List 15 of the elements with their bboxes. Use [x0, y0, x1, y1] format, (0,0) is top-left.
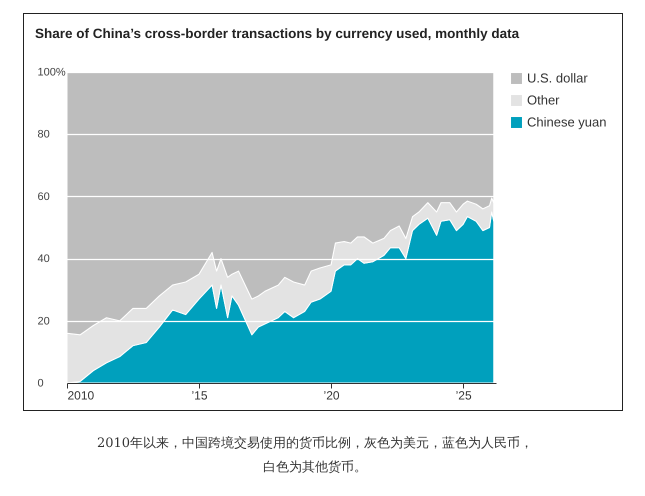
y-tick-label: 80: [38, 128, 50, 141]
y-tick-label: 60: [38, 190, 50, 203]
text: U.S. dollar: [527, 70, 588, 86]
x-tick-label: ’15: [192, 388, 208, 402]
x-tick-label: 2010: [68, 388, 95, 402]
y-tick-label: 0: [38, 378, 44, 390]
x-tick-label: ’20: [324, 388, 340, 402]
legend-label: Chinese yuan: [527, 114, 606, 130]
chart-title: Share of China’s cross-border transactions by currency used, monthly data: [35, 26, 520, 41]
legend-label: Other: [527, 92, 560, 108]
text: 2010年以来，中国跨境交易使用的货币比例，灰色为美元，蓝色为人民币，白色为其他货币。: [96, 435, 534, 477]
y-tick-label: 20: [38, 315, 50, 328]
x-tick-label: ’25: [456, 388, 472, 402]
y-tick-label: 100%: [38, 66, 66, 78]
y-tick-label: 40: [38, 253, 50, 266]
